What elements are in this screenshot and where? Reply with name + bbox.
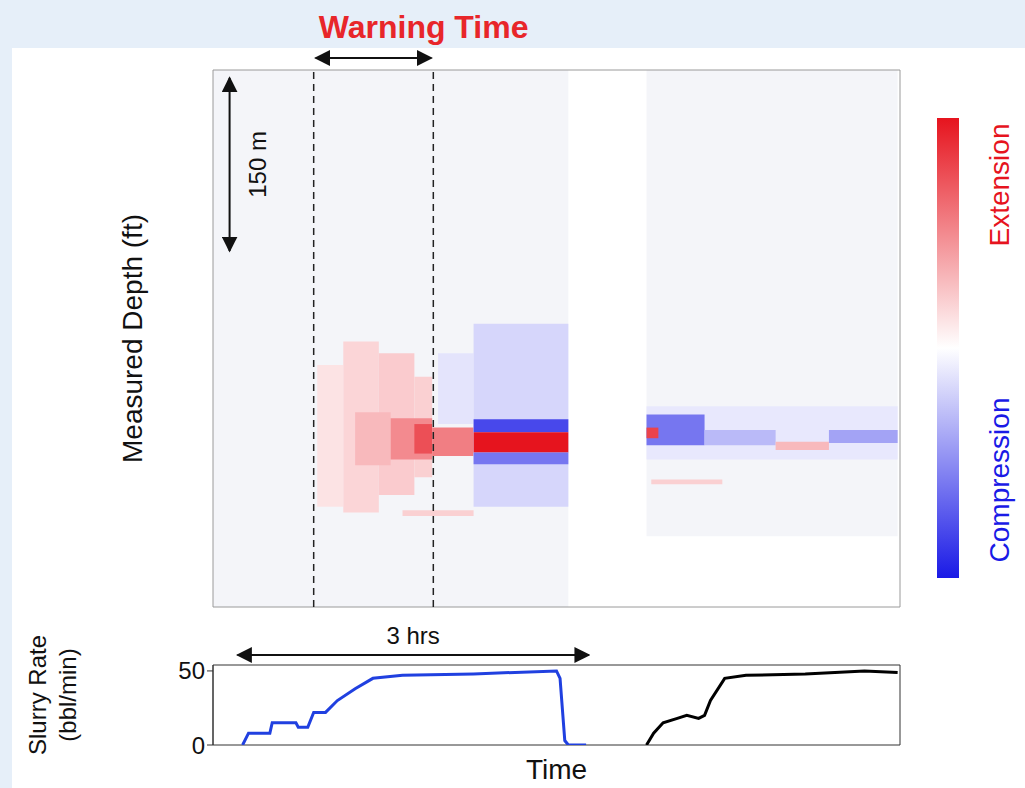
svg-text:Time: Time: [526, 754, 587, 785]
svg-text:Measured Depth (ft): Measured Depth (ft): [117, 214, 148, 463]
svg-text:3 hrs: 3 hrs: [386, 622, 439, 649]
svg-text:50: 50: [178, 657, 205, 684]
svg-text:Extension: Extension: [984, 124, 1015, 247]
svg-text:150 m: 150 m: [244, 131, 271, 198]
svg-text:0: 0: [192, 732, 205, 759]
svg-text:Compression: Compression: [984, 398, 1015, 563]
svg-text:Warning Time: Warning Time: [319, 9, 529, 45]
svg-text:Slurry Rate(bbl/min): Slurry Rate(bbl/min): [24, 635, 81, 755]
